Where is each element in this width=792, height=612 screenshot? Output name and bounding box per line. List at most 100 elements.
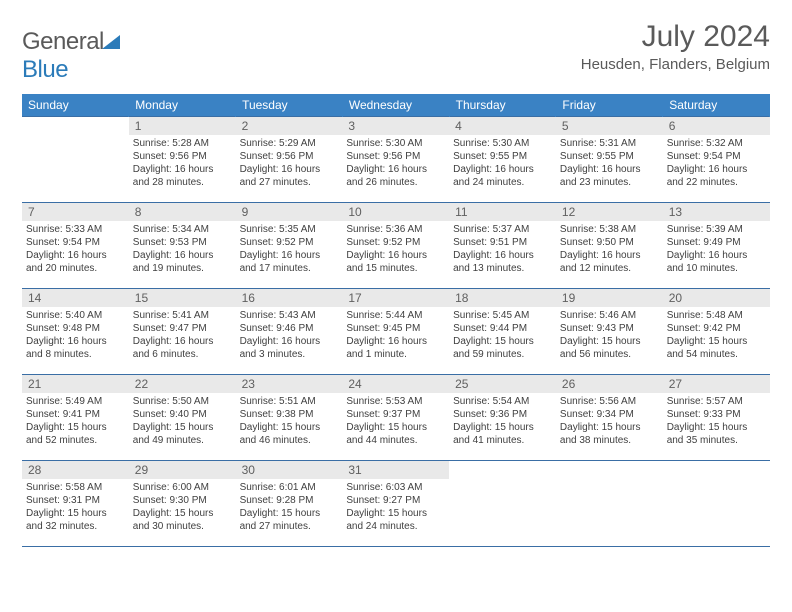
logo-text: General Blue — [22, 28, 120, 84]
sunrise-line: Sunrise: 6:03 AM — [346, 481, 445, 494]
calendar-body: 1Sunrise: 5:28 AMSunset: 9:56 PMDaylight… — [22, 117, 770, 547]
page-title: July 2024 — [581, 20, 770, 54]
sunrise-line: Sunrise: 5:38 AM — [560, 223, 659, 236]
daylight-line: Daylight: 16 hours and 24 minutes. — [453, 163, 552, 189]
calendar-cell: 29Sunrise: 6:00 AMSunset: 9:30 PMDayligh… — [129, 461, 236, 547]
daylight-line: Daylight: 16 hours and 19 minutes. — [133, 249, 232, 275]
day-number: 3 — [342, 117, 449, 135]
calendar-header: SundayMondayTuesdayWednesdayThursdayFrid… — [22, 94, 770, 117]
sunset-line: Sunset: 9:38 PM — [240, 408, 339, 421]
sunset-line: Sunset: 9:53 PM — [133, 236, 232, 249]
sunrise-line: Sunrise: 5:40 AM — [26, 309, 125, 322]
sunset-line: Sunset: 9:55 PM — [453, 150, 552, 163]
day-details: Sunrise: 5:30 AMSunset: 9:55 PMDaylight:… — [449, 135, 556, 193]
sunset-line: Sunset: 9:51 PM — [453, 236, 552, 249]
sunset-line: Sunset: 9:44 PM — [453, 322, 552, 335]
calendar-cell: 9Sunrise: 5:35 AMSunset: 9:52 PMDaylight… — [236, 203, 343, 289]
weekday-header: Saturday — [663, 94, 770, 117]
sunrise-line: Sunrise: 5:35 AM — [240, 223, 339, 236]
sunrise-line: Sunrise: 5:41 AM — [133, 309, 232, 322]
day-number: 7 — [22, 203, 129, 221]
sunrise-line: Sunrise: 5:33 AM — [26, 223, 125, 236]
sunset-line: Sunset: 9:52 PM — [240, 236, 339, 249]
day-number: 21 — [22, 375, 129, 393]
day-number: 16 — [236, 289, 343, 307]
day-number: 31 — [342, 461, 449, 479]
day-details: Sunrise: 5:44 AMSunset: 9:45 PMDaylight:… — [342, 307, 449, 365]
day-number: 19 — [556, 289, 663, 307]
calendar-row: 7 Sunrise: 5:33 AMSunset: 9:54 PM Daylight… — [22, 203, 770, 289]
day-details: Sunrise: 5:56 AMSunset: 9:34 PMDaylight:… — [556, 393, 663, 451]
daylight-line: Daylight: 16 hours and 22 minutes. — [667, 163, 766, 189]
day-number: 17 — [342, 289, 449, 307]
sunrise-line: Sunrise: 5:29 AM — [240, 137, 339, 150]
calendar-cell: 22Sunrise: 5:50 AMSunset: 9:40 PMDayligh… — [129, 375, 236, 461]
calendar-cell: 21Sunrise: 5:49 AMSunset: 9:41 PMDayligh… — [22, 375, 129, 461]
day-number: 13 — [663, 203, 770, 221]
calendar-cell: 6Sunrise: 5:32 AMSunset: 9:54 PMDaylight… — [663, 117, 770, 203]
calendar-cell: 23Sunrise: 5:51 AMSunset: 9:38 PMDayligh… — [236, 375, 343, 461]
calendar-row: 1Sunrise: 5:28 AMSunset: 9:56 PMDaylight… — [22, 117, 770, 203]
calendar-cell: 16Sunrise: 5:43 AMSunset: 9:46 PMDayligh… — [236, 289, 343, 375]
day-number: 22 — [129, 375, 236, 393]
day-number: 6 — [663, 117, 770, 135]
title-block: July 2024 Heusden, Flanders, Belgium — [581, 20, 770, 73]
daylight-line: Daylight: 15 hours and 52 minutes. — [26, 421, 125, 447]
day-details: Sunrise: 5:46 AMSunset: 9:43 PMDaylight:… — [556, 307, 663, 365]
location-text: Heusden, Flanders, Belgium — [581, 56, 770, 73]
day-number: 15 — [129, 289, 236, 307]
sunrise-line: Sunrise: 5:57 AM — [667, 395, 766, 408]
sunset-line: Sunset: 9:47 PM — [133, 322, 232, 335]
sunset-line: Sunset: 9:34 PM — [560, 408, 659, 421]
calendar-row: 28Sunrise: 5:58 AMSunset: 9:31 PMDayligh… — [22, 461, 770, 547]
sunset-line: Sunset: 9:31 PM — [26, 494, 125, 507]
calendar-row: 21Sunrise: 5:49 AMSunset: 9:41 PMDayligh… — [22, 375, 770, 461]
day-number: 30 — [236, 461, 343, 479]
weekday-header: Thursday — [449, 94, 556, 117]
day-number: 27 — [663, 375, 770, 393]
logo-word1: General — [22, 28, 104, 55]
sunset-line: Sunset: 9:45 PM — [346, 322, 445, 335]
calendar-cell: 8Sunrise: 5:34 AMSunset: 9:53 PMDaylight… — [129, 203, 236, 289]
sunset-line: Sunset: 9:54 PM — [26, 236, 125, 249]
daylight-line: Daylight: 15 hours and 38 minutes. — [560, 421, 659, 447]
weekday-header: Wednesday — [342, 94, 449, 117]
daylight-line: Daylight: 16 hours and 26 minutes. — [346, 163, 445, 189]
day-details: Sunrise: 5:31 AMSunset: 9:55 PMDaylight:… — [556, 135, 663, 193]
sunset-line: Sunset: 9:48 PM — [26, 322, 125, 335]
calendar-cell: 25Sunrise: 5:54 AMSunset: 9:36 PMDayligh… — [449, 375, 556, 461]
calendar-cell: 18Sunrise: 5:45 AMSunset: 9:44 PMDayligh… — [449, 289, 556, 375]
sunset-line: Sunset: 9:49 PM — [667, 236, 766, 249]
calendar-cell: 11Sunrise: 5:37 AMSunset: 9:51 PMDayligh… — [449, 203, 556, 289]
day-details: Sunrise: 5:51 AMSunset: 9:38 PMDaylight:… — [236, 393, 343, 451]
daylight-line: Daylight: 16 hours and 13 minutes. — [453, 249, 552, 275]
day-number: 9 — [236, 203, 343, 221]
calendar-cell-empty — [556, 461, 663, 547]
daylight-line: Daylight: 15 hours and 44 minutes. — [346, 421, 445, 447]
day-details: Sunrise: 5:28 AMSunset: 9:56 PMDaylight:… — [129, 135, 236, 193]
day-number: 4 — [449, 117, 556, 135]
calendar-cell: 14Sunrise: 5:40 AMSunset: 9:48 PMDayligh… — [22, 289, 129, 375]
calendar-cell: 1Sunrise: 5:28 AMSunset: 9:56 PMDaylight… — [129, 117, 236, 203]
day-details: Sunrise: 5:37 AMSunset: 9:51 PMDaylight:… — [449, 221, 556, 279]
day-details: Sunrise: 5:45 AMSunset: 9:44 PMDaylight:… — [449, 307, 556, 365]
sunrise-line: Sunrise: 5:48 AM — [667, 309, 766, 322]
sunset-line: Sunset: 9:28 PM — [240, 494, 339, 507]
day-number: 12 — [556, 203, 663, 221]
sunset-line: Sunset: 9:41 PM — [26, 408, 125, 421]
weekday-header: Friday — [556, 94, 663, 117]
sunrise-line: Sunrise: 5:39 AM — [667, 223, 766, 236]
sunset-line: Sunset: 9:43 PM — [560, 322, 659, 335]
day-details: Sunrise: 5:48 AMSunset: 9:42 PMDaylight:… — [663, 307, 770, 365]
weekday-header: Tuesday — [236, 94, 343, 117]
daylight-line: Daylight: 15 hours and 24 minutes. — [346, 507, 445, 533]
daylight-line: Daylight: 15 hours and 54 minutes. — [667, 335, 766, 361]
daylight-line: Daylight: 15 hours and 32 minutes. — [26, 507, 125, 533]
day-details: Sunrise: 5:38 AMSunset: 9:50 PMDaylight:… — [556, 221, 663, 279]
sunset-line: Sunset: 9:46 PM — [240, 322, 339, 335]
calendar-cell: 10Sunrise: 5:36 AMSunset: 9:52 PMDayligh… — [342, 203, 449, 289]
sunrise-line: Sunrise: 5:46 AM — [560, 309, 659, 322]
daylight-line: Daylight: 16 hours and 6 minutes. — [133, 335, 232, 361]
daylight-line: Daylight: 15 hours and 27 minutes. — [240, 507, 339, 533]
daylight-line: Daylight: 16 hours and 27 minutes. — [240, 163, 339, 189]
